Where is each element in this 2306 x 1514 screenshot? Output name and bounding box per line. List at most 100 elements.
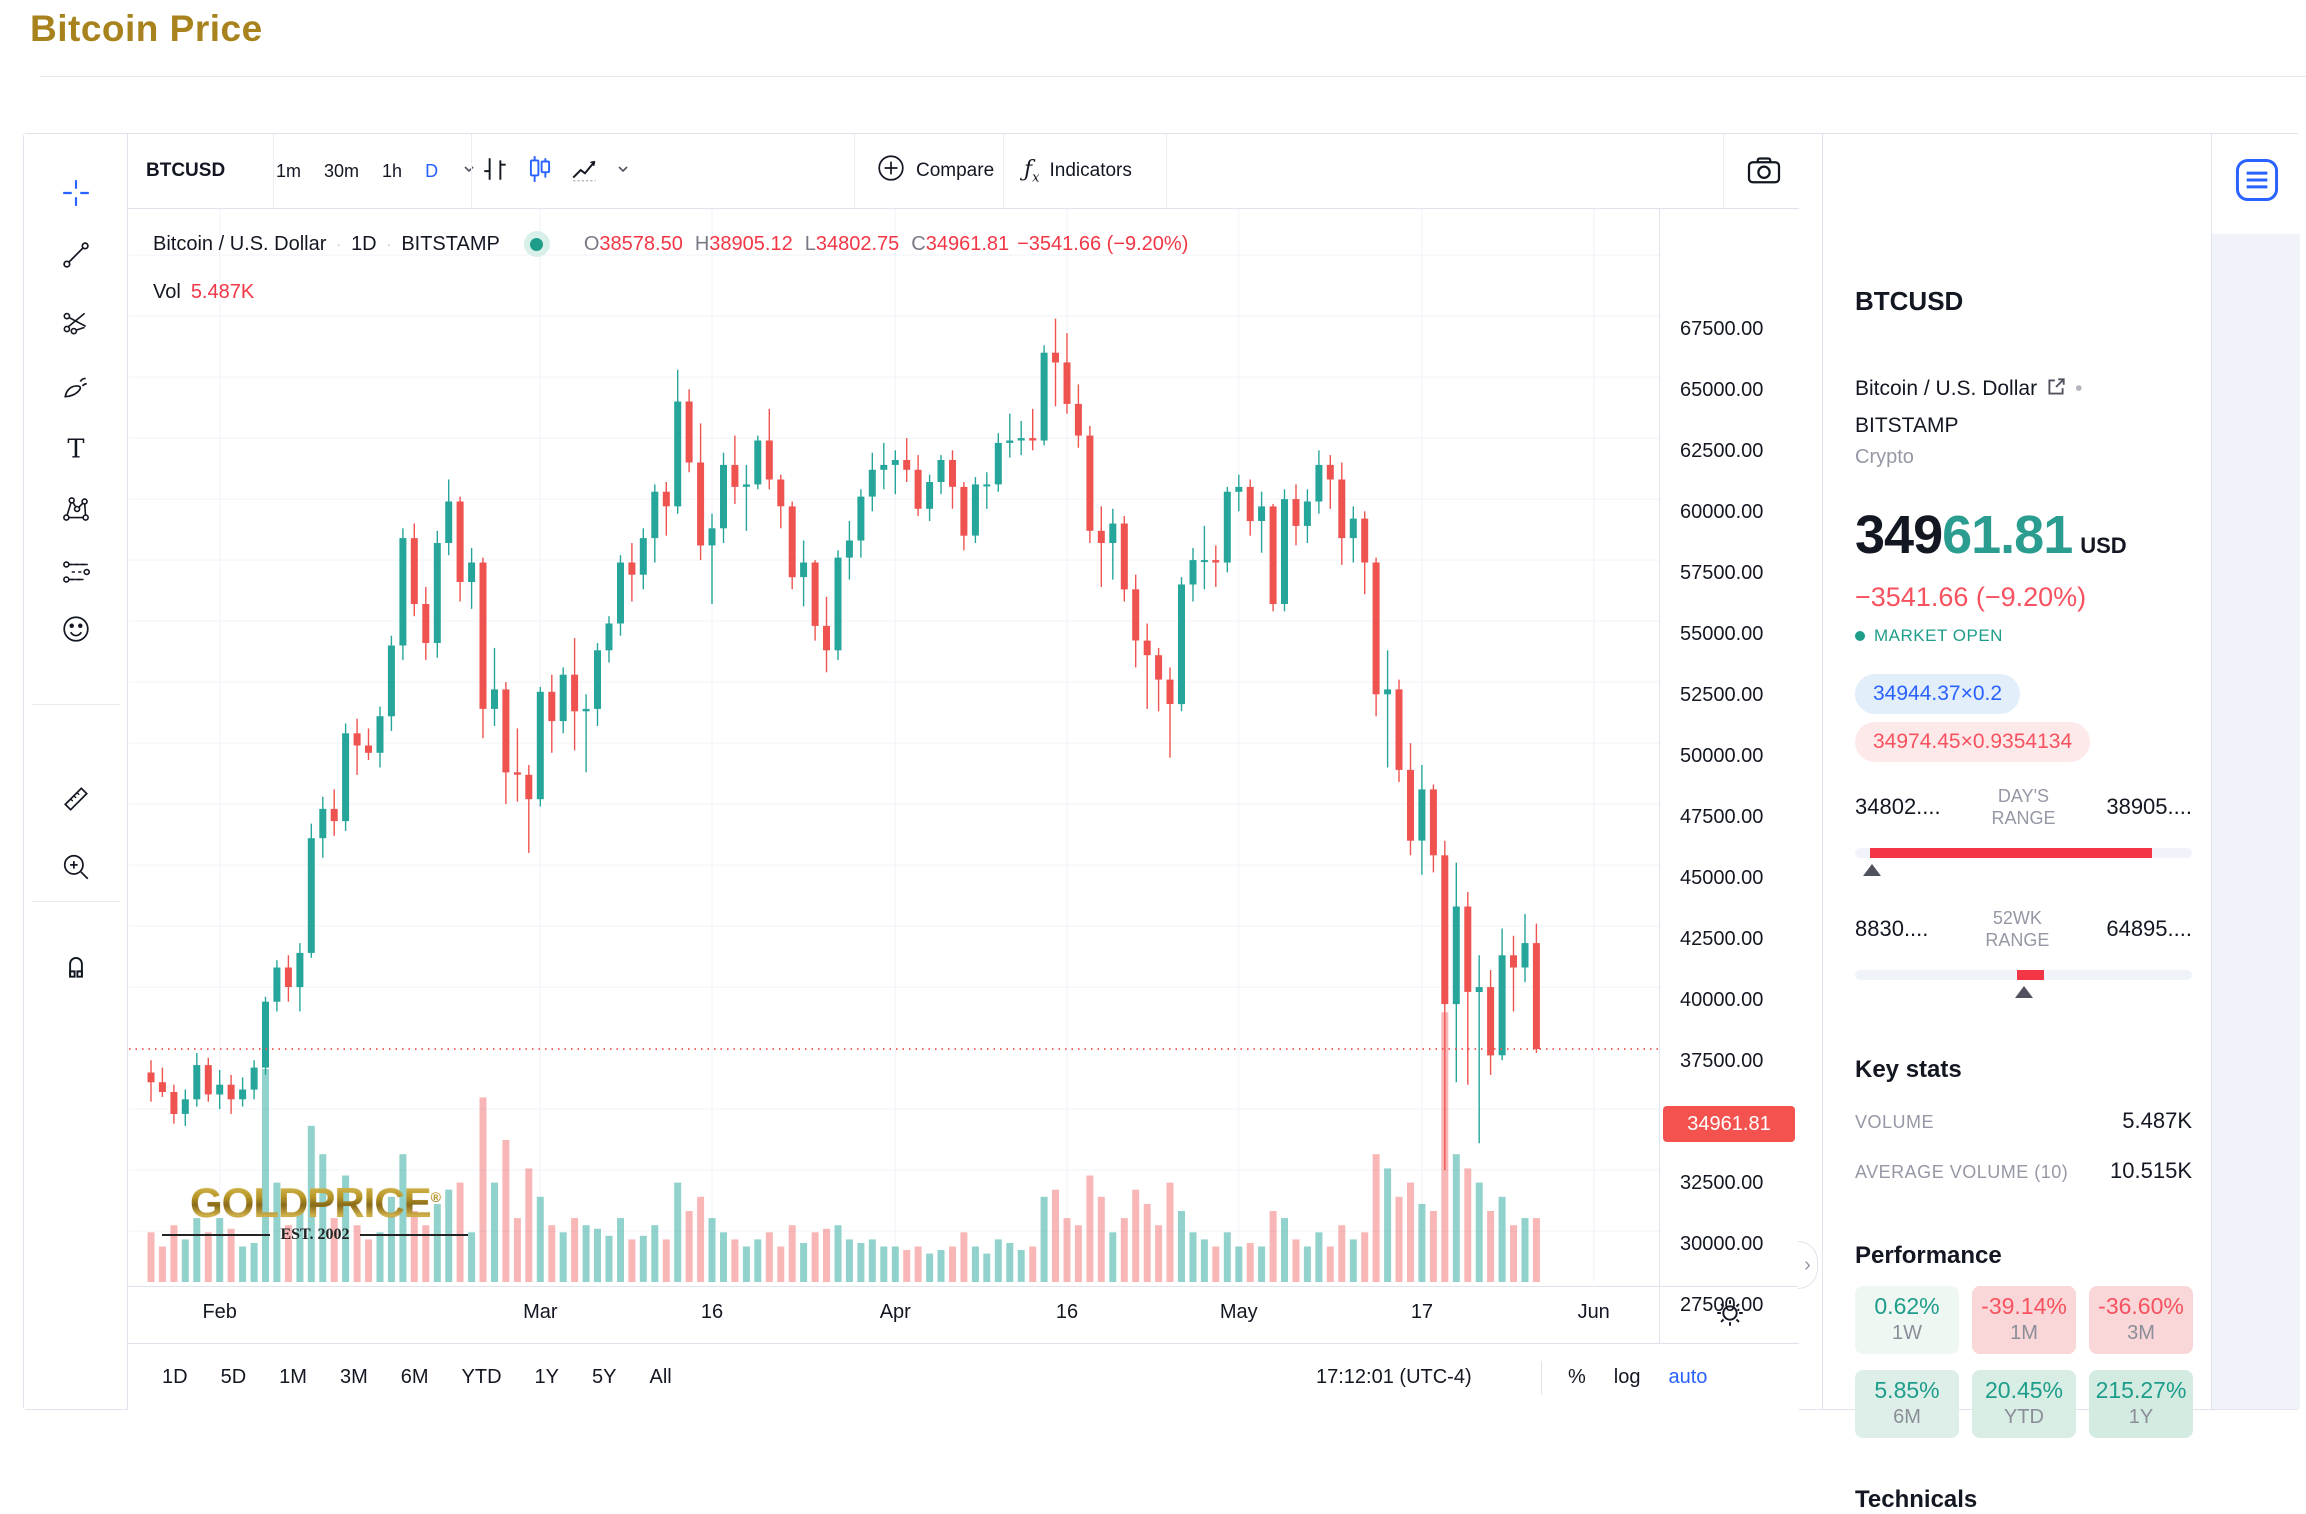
volume-bar xyxy=(697,1196,705,1282)
range-1d[interactable]: 1D xyxy=(162,1365,188,1388)
menu-hamburger-icon[interactable] xyxy=(2234,157,2280,203)
panel-price: 34961.81 USD xyxy=(1855,504,2127,566)
panel-name-dot: • xyxy=(2075,377,2083,400)
svg-text:T: T xyxy=(67,435,84,464)
stat-label: VOLUME xyxy=(1855,1112,1935,1132)
panel-scroll-track[interactable] xyxy=(2212,234,2300,1409)
chevron-down-icon[interactable] xyxy=(615,161,631,182)
candle-body xyxy=(800,562,808,578)
tool-ruler[interactable] xyxy=(61,784,91,814)
toolbar-divider xyxy=(1166,134,1167,208)
range-1m[interactable]: 1M xyxy=(279,1365,307,1388)
volume-bar xyxy=(971,1246,979,1282)
mode-percent[interactable]: % xyxy=(1568,1365,1586,1388)
range-5d[interactable]: 5D xyxy=(220,1365,247,1388)
tool-crosshair[interactable] xyxy=(61,178,91,208)
volume-bar xyxy=(181,1239,189,1282)
candlestick-chart[interactable] xyxy=(128,209,1659,1286)
volume-bar xyxy=(1109,1232,1117,1282)
candle-body xyxy=(1143,640,1151,656)
price-tick-label: 50000.00 xyxy=(1680,745,1764,768)
volume-bar xyxy=(1315,1232,1323,1282)
tool-pattern[interactable] xyxy=(61,494,91,524)
panel-name-text[interactable]: Bitcoin / U.S. Dollar xyxy=(1855,377,2038,400)
candle-body xyxy=(1452,906,1460,1005)
tool-magnet[interactable] xyxy=(61,951,91,981)
mode-log[interactable]: log xyxy=(1613,1365,1641,1388)
volume-bar xyxy=(250,1243,258,1282)
range-5y[interactable]: 5Y xyxy=(592,1365,617,1388)
tools-group-divider xyxy=(32,704,120,705)
candle-body xyxy=(1155,655,1163,680)
stat-row-volume: VOLUME 5.487K xyxy=(1855,1108,2192,1134)
perf-tile-3m: -36.60% 3M xyxy=(2089,1286,2193,1354)
tool-zoom-in[interactable] xyxy=(61,852,91,882)
mode-auto[interactable]: auto xyxy=(1668,1365,1708,1388)
volume-bar xyxy=(731,1239,739,1282)
volume-bar xyxy=(502,1140,510,1282)
area-style-icon[interactable] xyxy=(570,154,600,189)
volume-bar xyxy=(857,1243,865,1282)
gear-icon[interactable] xyxy=(1713,1296,1747,1335)
candle-body xyxy=(147,1072,155,1083)
candles-style-icon[interactable] xyxy=(525,154,555,189)
candle-body xyxy=(582,708,590,712)
interval-30m[interactable]: 30m xyxy=(324,160,360,181)
52wk-range-fill xyxy=(2016,970,2044,980)
tool-brush[interactable] xyxy=(61,372,91,402)
tool-channel[interactable] xyxy=(61,557,91,587)
range-all[interactable]: All xyxy=(649,1365,672,1388)
symbol-button[interactable]: BTCUSD xyxy=(146,160,226,181)
volume-bar xyxy=(777,1246,785,1282)
perf-value: -39.14% xyxy=(1981,1293,2067,1319)
external-link-icon[interactable] xyxy=(2045,375,2067,409)
candle-body xyxy=(1235,486,1243,492)
candle-body xyxy=(1498,955,1506,1056)
candle-body xyxy=(1040,352,1048,441)
tool-trend-line[interactable] xyxy=(61,240,91,270)
ohlc-h: H38905.12 xyxy=(694,232,793,255)
perf-value: 5.85% xyxy=(1874,1377,1940,1403)
candle-body xyxy=(1349,518,1357,539)
stat-row-average-volume-10-: AVERAGE VOLUME (10) 10.515K xyxy=(1855,1158,2192,1184)
candle-body xyxy=(273,967,281,1002)
price-axis[interactable]: 67500.00 65000.00 62500.00 60000.00 57500.00… xyxy=(1659,209,1799,1316)
tool-emoji[interactable] xyxy=(61,614,91,644)
bars-style-icon[interactable] xyxy=(480,154,510,189)
volume-bar xyxy=(582,1225,590,1282)
clock[interactable]: 17:12:01 (UTC-4) xyxy=(1316,1365,1472,1388)
time-tick-label: Apr xyxy=(879,1301,911,1323)
indicators-button[interactable]: ƒx Indicators xyxy=(1024,134,1132,208)
candle-body xyxy=(823,625,830,651)
panel-collapse-handle[interactable]: › xyxy=(1798,1241,1818,1289)
toolbar-divider xyxy=(273,134,274,208)
stat-label: AVERAGE VOLUME (10) xyxy=(1855,1162,2069,1182)
tool-gann[interactable] xyxy=(61,307,91,337)
legend-symbol-name[interactable]: Bitcoin / U.S. Dollar xyxy=(153,232,327,255)
compare-button[interactable]: Compare xyxy=(876,134,994,208)
interval-chevron-icon[interactable] xyxy=(461,161,477,182)
interval-1m[interactable]: 1m xyxy=(276,160,302,181)
performance-heading: Performance xyxy=(1855,1242,2002,1269)
candle-body xyxy=(949,460,956,487)
volume-bar xyxy=(605,1235,613,1282)
range-ytd[interactable]: YTD xyxy=(461,1365,502,1388)
tool-text[interactable]: T xyxy=(61,434,91,464)
range-1y[interactable]: 1Y xyxy=(534,1365,560,1388)
candle-body xyxy=(994,442,1002,485)
candle-body xyxy=(1189,560,1197,585)
volume-bar xyxy=(525,1168,533,1282)
range-3m[interactable]: 3M xyxy=(339,1365,368,1388)
candle-body xyxy=(960,486,968,536)
screenshot-camera-icon[interactable] xyxy=(1744,151,1784,191)
interval-D[interactable]: D xyxy=(425,160,439,181)
volume-bar xyxy=(628,1239,636,1282)
volume-bar xyxy=(914,1246,922,1282)
candle-body xyxy=(1487,987,1495,1056)
volume-bar xyxy=(273,1182,281,1282)
range-6m[interactable]: 6M xyxy=(400,1365,429,1388)
candle-body xyxy=(834,557,842,651)
candle-body xyxy=(193,1065,201,1100)
interval-1h[interactable]: 1h xyxy=(382,160,403,181)
time-axis[interactable]: Feb Mar 16 Apr 16 May 17 Jun xyxy=(128,1286,1659,1343)
